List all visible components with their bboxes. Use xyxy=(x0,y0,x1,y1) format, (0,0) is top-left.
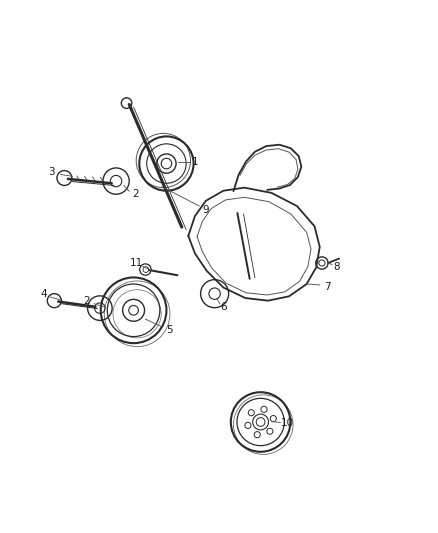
Text: 3: 3 xyxy=(48,167,55,177)
Text: 2: 2 xyxy=(132,189,139,199)
Text: 11: 11 xyxy=(130,258,143,268)
Text: 5: 5 xyxy=(166,325,173,335)
Text: 9: 9 xyxy=(202,205,209,215)
Text: 8: 8 xyxy=(333,262,340,272)
Text: 10: 10 xyxy=(280,418,293,429)
Text: 6: 6 xyxy=(220,302,227,312)
Text: 7: 7 xyxy=(324,281,331,292)
Text: 4: 4 xyxy=(40,289,47,298)
Text: 2: 2 xyxy=(83,296,90,305)
Text: 1: 1 xyxy=(191,157,198,167)
